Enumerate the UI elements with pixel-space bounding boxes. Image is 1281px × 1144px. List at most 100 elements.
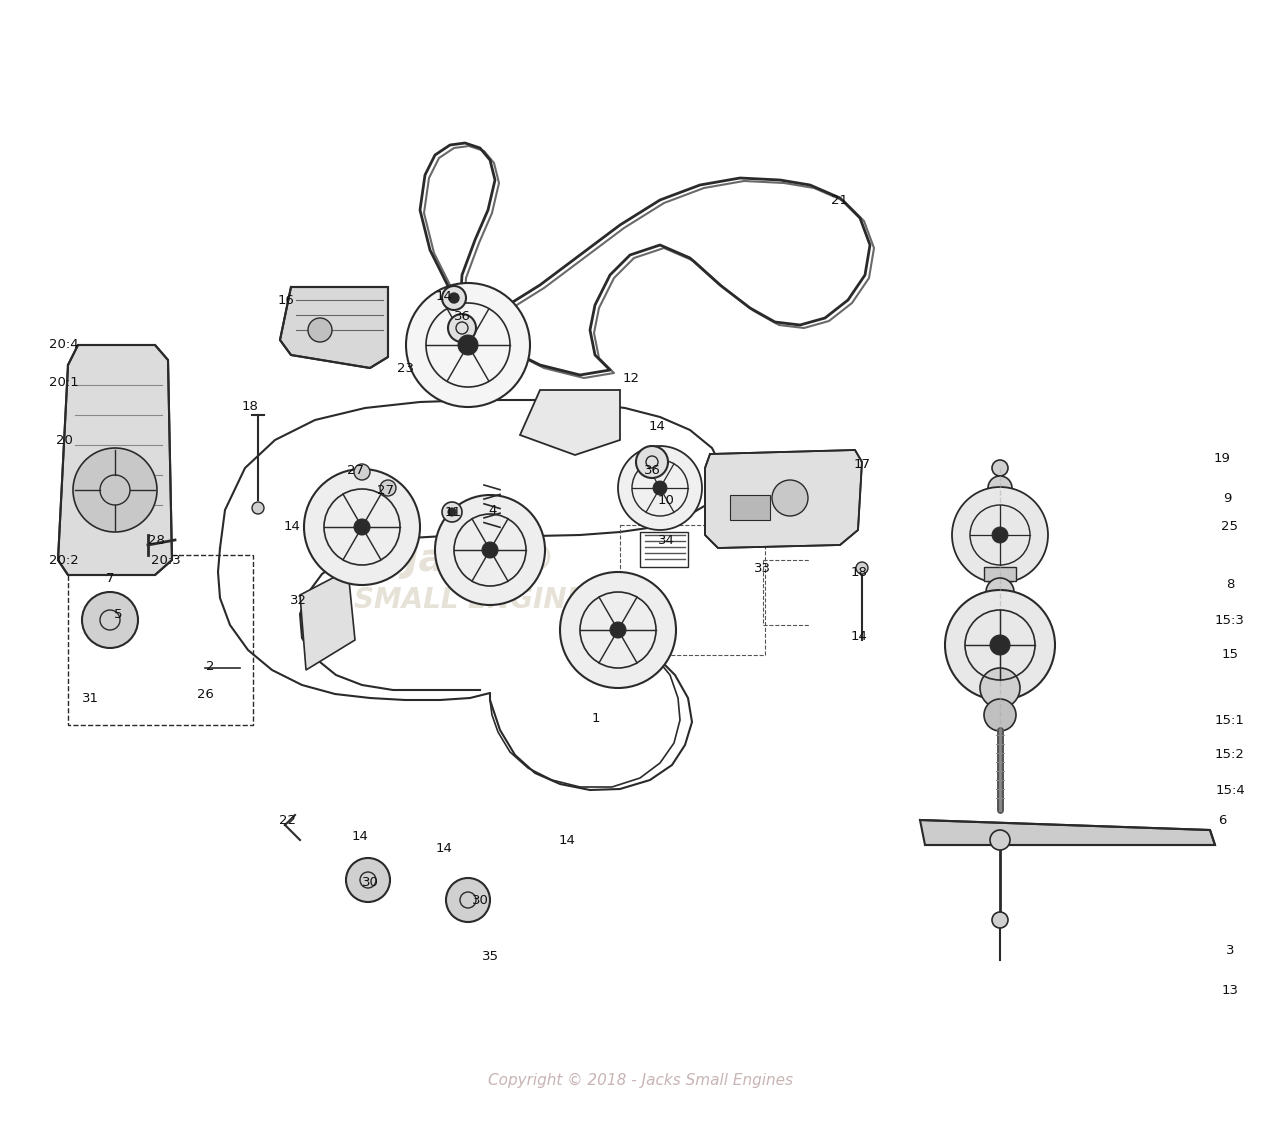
Text: 15:2: 15:2 — [1216, 748, 1245, 762]
Text: 23: 23 — [397, 362, 415, 374]
Text: 20:1: 20:1 — [49, 375, 79, 389]
Polygon shape — [300, 570, 355, 670]
Text: 27: 27 — [377, 484, 393, 496]
Text: Jacks®: Jacks® — [405, 541, 556, 579]
Bar — [640, 532, 688, 567]
Text: 14: 14 — [351, 831, 369, 843]
Circle shape — [635, 446, 667, 478]
Text: 30: 30 — [361, 875, 378, 889]
Text: 27: 27 — [346, 463, 364, 477]
Polygon shape — [920, 820, 1214, 845]
Circle shape — [482, 542, 498, 558]
Text: 4: 4 — [489, 503, 497, 516]
Circle shape — [82, 591, 138, 648]
Circle shape — [980, 668, 1020, 708]
Bar — [620, 525, 765, 656]
Text: 18: 18 — [242, 400, 259, 413]
Text: 14: 14 — [648, 420, 665, 432]
Text: 14: 14 — [436, 842, 452, 855]
Circle shape — [991, 527, 1008, 543]
Circle shape — [560, 572, 676, 688]
Polygon shape — [520, 390, 620, 455]
Text: 34: 34 — [657, 533, 674, 547]
Circle shape — [304, 469, 420, 585]
Text: 14: 14 — [436, 289, 452, 302]
Text: 16: 16 — [278, 294, 295, 307]
Bar — [68, 555, 254, 725]
Text: 30: 30 — [471, 893, 488, 906]
Text: 11: 11 — [445, 506, 461, 518]
Text: 22: 22 — [279, 813, 296, 826]
Text: 36: 36 — [453, 310, 470, 323]
Text: Copyright © 2018 - Jacks Small Engines: Copyright © 2018 - Jacks Small Engines — [488, 1072, 793, 1088]
Polygon shape — [58, 345, 172, 575]
Bar — [984, 567, 1016, 581]
Circle shape — [986, 578, 1015, 606]
Text: 3: 3 — [1226, 944, 1235, 956]
Circle shape — [984, 699, 1016, 731]
Circle shape — [990, 831, 1009, 850]
Text: 14: 14 — [851, 629, 867, 643]
Circle shape — [990, 635, 1009, 656]
Text: 8: 8 — [1226, 579, 1234, 591]
Text: 2: 2 — [206, 659, 214, 673]
Circle shape — [945, 590, 1056, 700]
Circle shape — [952, 487, 1048, 583]
Circle shape — [446, 877, 491, 922]
Text: SMALL ENGINES: SMALL ENGINES — [354, 586, 606, 614]
Circle shape — [772, 480, 808, 516]
Circle shape — [617, 446, 702, 530]
Text: 21: 21 — [831, 193, 848, 207]
Circle shape — [380, 480, 396, 496]
Text: 20: 20 — [55, 434, 73, 446]
Text: 14: 14 — [559, 834, 575, 847]
Polygon shape — [281, 287, 388, 368]
Circle shape — [442, 502, 462, 522]
Circle shape — [450, 293, 459, 303]
Text: 31: 31 — [82, 692, 99, 706]
Text: 15:4: 15:4 — [1216, 784, 1245, 796]
Circle shape — [448, 313, 477, 342]
Circle shape — [991, 912, 1008, 928]
Text: 18: 18 — [851, 565, 867, 579]
Text: 10: 10 — [657, 493, 674, 507]
Text: 15: 15 — [1222, 649, 1239, 661]
Circle shape — [73, 448, 158, 532]
Circle shape — [988, 476, 1012, 500]
Text: 36: 36 — [643, 463, 661, 477]
Text: 33: 33 — [753, 562, 770, 574]
Circle shape — [459, 335, 478, 355]
Text: 1: 1 — [592, 712, 601, 724]
Polygon shape — [705, 450, 862, 548]
Text: 20:2: 20:2 — [49, 554, 79, 566]
Circle shape — [252, 502, 264, 514]
Circle shape — [354, 519, 370, 535]
Text: 17: 17 — [853, 458, 871, 470]
Circle shape — [653, 480, 667, 495]
Circle shape — [346, 858, 389, 901]
Text: 15:1: 15:1 — [1216, 714, 1245, 726]
Text: 28: 28 — [147, 533, 164, 547]
Text: 5: 5 — [114, 609, 122, 621]
Text: 6: 6 — [1218, 813, 1226, 826]
Circle shape — [442, 286, 466, 310]
Text: 15:3: 15:3 — [1216, 613, 1245, 627]
Circle shape — [856, 562, 869, 574]
Text: 26: 26 — [196, 688, 214, 700]
Text: 12: 12 — [623, 372, 639, 384]
Circle shape — [991, 460, 1008, 476]
Text: 35: 35 — [482, 951, 498, 963]
Text: 20:4: 20:4 — [49, 339, 79, 351]
Circle shape — [307, 318, 332, 342]
Text: 7: 7 — [106, 572, 114, 586]
Circle shape — [448, 508, 456, 516]
Text: 32: 32 — [290, 594, 306, 606]
Circle shape — [354, 464, 370, 480]
Text: 25: 25 — [1222, 521, 1239, 533]
Text: 14: 14 — [283, 519, 301, 532]
Text: 9: 9 — [1223, 492, 1231, 505]
Circle shape — [436, 495, 544, 605]
Text: 19: 19 — [1213, 452, 1231, 464]
Circle shape — [610, 622, 626, 638]
Bar — [730, 495, 770, 521]
